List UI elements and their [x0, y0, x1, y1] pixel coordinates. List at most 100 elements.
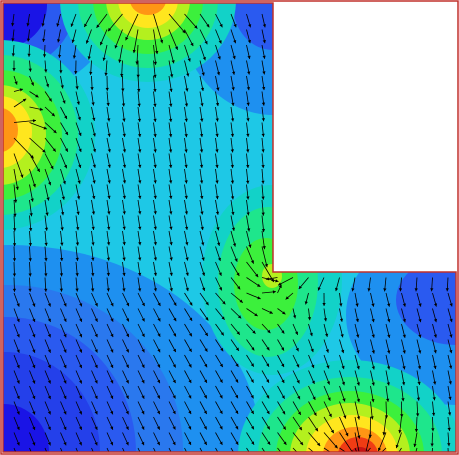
- vector-arrow-head: [155, 50, 159, 55]
- vector-arrow-head: [122, 118, 126, 122]
- vector-arrow-head: [79, 380, 82, 384]
- vector-arrow-head: [387, 334, 391, 338]
- vector-arrow-head: [63, 380, 67, 384]
- vector-arrow-head: [153, 288, 157, 292]
- vector-arrow-head: [250, 379, 254, 383]
- vector-arrow-head: [36, 168, 40, 172]
- vector-arrow-head: [402, 350, 406, 354]
- vector-arrow-head: [79, 303, 83, 307]
- vector-arrow-head: [188, 333, 192, 337]
- vector-arrow-shaft: [60, 447, 67, 452]
- vector-arrow-shaft: [29, 447, 36, 452]
- vector-arrow-head: [402, 366, 406, 370]
- vector-arrow-head: [339, 303, 343, 307]
- vector-arrow-head: [47, 318, 51, 322]
- vector-arrow-head: [343, 415, 347, 419]
- vector-arrow-head: [313, 412, 317, 416]
- vector-arrow-head: [61, 212, 65, 216]
- vector-arrow-head: [169, 211, 173, 215]
- vector-arrow-head: [184, 149, 188, 153]
- hot-spot-left: [3, 40, 95, 230]
- vector-arrow-head: [199, 149, 204, 153]
- vector-arrow-head: [141, 302, 145, 307]
- vector-arrow-head: [231, 227, 236, 231]
- vector-arrow-head: [170, 74, 174, 78]
- vector-arrow-head: [169, 164, 173, 168]
- vector-arrow-shaft: [308, 447, 323, 452]
- vector-arrow-head: [22, 98, 27, 102]
- vector-arrow-head: [325, 349, 329, 353]
- vector-arrow-head: [232, 71, 236, 75]
- vector-arrow-head: [199, 164, 204, 168]
- vector-arrow-head: [297, 395, 301, 400]
- vector-arrow-head: [171, 60, 175, 64]
- vector-arrow-head: [266, 410, 270, 415]
- vector-arrow-head: [125, 395, 129, 399]
- vector-arrow-head: [48, 181, 52, 186]
- vector-arrow-head: [169, 242, 173, 246]
- vector-arrow-head: [47, 303, 51, 307]
- vector-arrow-head: [28, 68, 32, 72]
- vector-arrow-head: [94, 303, 98, 307]
- vector-arrow-head: [266, 426, 270, 430]
- vector-arrow-head: [189, 317, 193, 321]
- vector-arrow-head: [231, 102, 235, 106]
- vector-arrow-head: [172, 364, 176, 368]
- vector-arrow-head: [299, 441, 304, 446]
- vector-arrow-head: [169, 180, 173, 184]
- vector-arrow-head: [63, 364, 67, 369]
- vector-arrow-head: [141, 318, 145, 322]
- vector-arrow-head: [19, 88, 23, 92]
- vector-arrow-head: [216, 87, 220, 91]
- vector-arrow-head: [153, 74, 157, 78]
- vector-arrow-head: [138, 149, 142, 153]
- vector-arrow-shaft: [354, 401, 360, 420]
- vector-arrow-head: [236, 331, 240, 335]
- vector-arrow-head: [262, 246, 266, 250]
- vector-arrow-head: [283, 441, 287, 445]
- vector-arrow-head: [138, 288, 142, 292]
- vector-arrow-head: [29, 213, 33, 217]
- vector-arrow-head: [138, 226, 142, 230]
- vector-arrow-head: [248, 24, 252, 28]
- vector-arrow-head: [246, 180, 250, 184]
- vector-arrow-head: [272, 290, 276, 294]
- vector-arrow-head: [141, 333, 145, 337]
- vector-arrow-head: [386, 382, 390, 386]
- vector-arrow-head: [126, 333, 129, 338]
- vector-arrow-head: [304, 301, 308, 305]
- vector-arrow-head: [107, 226, 111, 230]
- vector-arrow-head: [261, 228, 266, 233]
- low-region-lower-left: [3, 245, 260, 452]
- vector-arrow-head: [12, 273, 17, 277]
- vector-arrow-head: [215, 196, 219, 200]
- vector-arrow-shaft: [323, 416, 335, 434]
- vector-arrow-head: [107, 149, 111, 153]
- vector-arrow-head: [395, 444, 399, 449]
- vector-arrow-head: [248, 244, 252, 248]
- vector-arrow-shaft: [125, 13, 139, 41]
- vector-arrow-head: [44, 69, 48, 73]
- vector-arrow-head: [341, 365, 345, 370]
- vector-arrow-head: [267, 329, 271, 334]
- vector-arrow-head: [219, 426, 223, 430]
- vector-arrow-head: [184, 195, 188, 199]
- vector-arrow-head: [141, 379, 145, 384]
- vector-arrow-head: [138, 211, 142, 215]
- vector-arrow-head: [298, 285, 302, 289]
- vector-arrow-head: [230, 164, 234, 169]
- vector-arrow-head: [219, 410, 223, 414]
- vector-arrow-head: [153, 149, 157, 153]
- vector-arrow-head: [32, 183, 36, 188]
- vector-arrow-head: [185, 287, 189, 292]
- vector-arrow-head: [204, 363, 208, 368]
- vector-arrow-head: [42, 54, 47, 58]
- vector-arrow-head: [235, 379, 239, 383]
- vector-arrow-head: [153, 118, 157, 122]
- vector-arrow-head: [79, 318, 83, 322]
- vector-arrow-head: [126, 318, 129, 322]
- vector-arrow-head: [169, 103, 173, 107]
- vector-arrow-shaft: [431, 447, 433, 452]
- vector-arrow-head: [169, 149, 173, 153]
- vector-arrow-shaft: [184, 29, 194, 47]
